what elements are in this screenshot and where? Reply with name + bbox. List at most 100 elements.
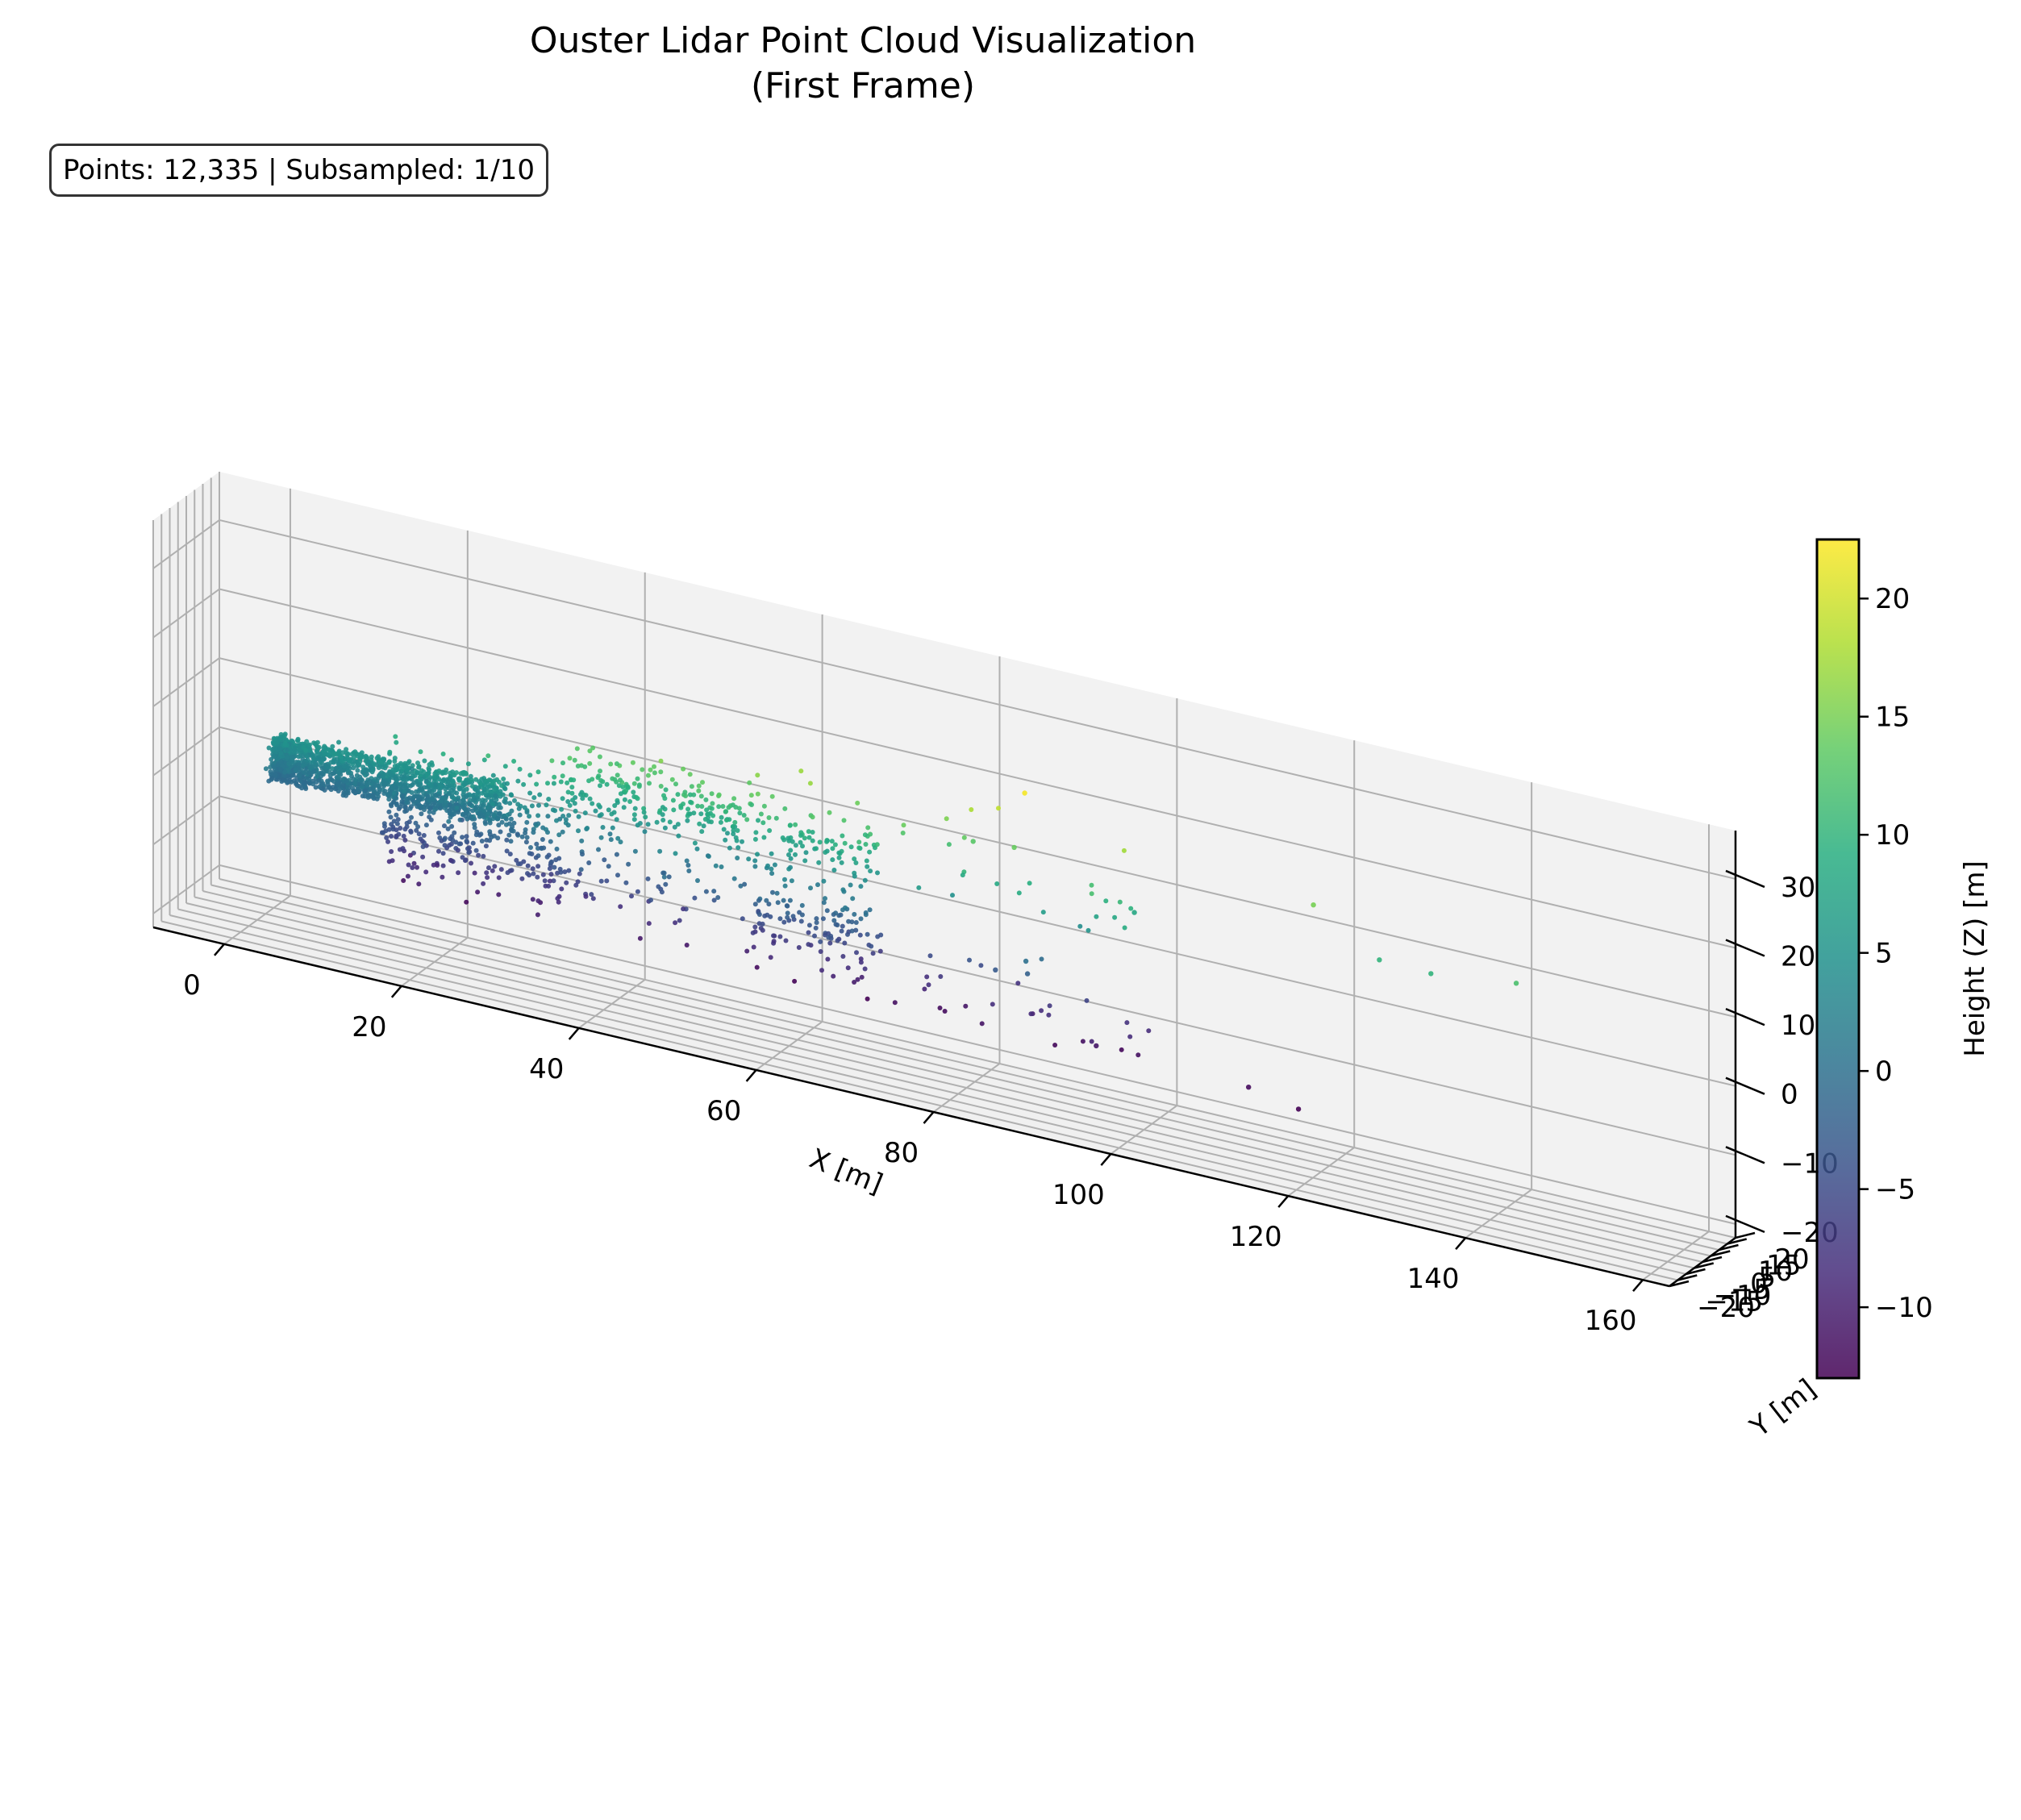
- lidar-point: [394, 812, 399, 818]
- y-tick-label: −10: [1714, 1280, 1772, 1312]
- lidar-point: [398, 781, 404, 786]
- back-pane: [219, 472, 1736, 1238]
- lidar-point: [285, 777, 290, 783]
- lidar-point: [865, 931, 870, 937]
- lidar-point: [344, 778, 349, 784]
- lidar-point: [394, 827, 399, 833]
- lidar-point: [473, 799, 478, 805]
- lidar-point: [389, 803, 394, 809]
- lidar-point: [753, 830, 759, 835]
- lidar-point: [720, 804, 726, 809]
- lidar-point: [498, 789, 503, 794]
- lidar-point: [395, 763, 401, 768]
- lidar-point: [683, 793, 689, 798]
- lidar-point: [806, 835, 812, 840]
- lidar-point: [431, 787, 437, 793]
- lidar-point: [1080, 1039, 1086, 1044]
- lidar-point: [678, 803, 684, 809]
- lidar-point: [746, 856, 752, 862]
- lidar-point: [314, 748, 319, 753]
- lidar-point: [706, 854, 711, 859]
- lidar-point: [796, 945, 802, 950]
- lidar-point: [1089, 882, 1094, 888]
- lidar-point: [806, 829, 811, 835]
- lidar-point: [376, 765, 381, 770]
- lidar-point: [852, 911, 857, 917]
- lidar-point: [289, 748, 294, 753]
- lidar-point: [456, 810, 461, 815]
- lidar-point: [756, 912, 762, 917]
- lidar-point: [781, 919, 787, 925]
- lidar-point: [719, 864, 724, 869]
- lidar-point: [771, 939, 777, 944]
- lidar-point: [460, 835, 465, 840]
- x-tick-label: 160: [1585, 1305, 1637, 1337]
- lidar-point: [660, 812, 665, 818]
- lidar-point: [463, 780, 469, 785]
- lidar-point: [573, 882, 579, 888]
- lidar-point: [830, 846, 835, 852]
- lidar-point: [493, 793, 498, 798]
- lidar-point: [376, 793, 381, 799]
- lidar-point: [567, 756, 573, 761]
- lidar-point: [537, 792, 543, 798]
- lidar-point: [365, 759, 371, 764]
- lidar-point: [658, 784, 664, 789]
- lidar-point: [1311, 902, 1316, 908]
- lidar-point: [549, 758, 555, 764]
- lidar-point: [752, 902, 758, 907]
- lidar-point: [942, 1009, 948, 1014]
- gridlines: [152, 472, 1736, 1287]
- lidar-point: [823, 850, 828, 855]
- colorbar-tick-label: −10: [1875, 1292, 1933, 1324]
- lidar-point: [548, 839, 553, 844]
- lidar-point: [527, 851, 532, 856]
- lidar-point: [468, 773, 473, 779]
- lidar-point: [735, 828, 740, 833]
- lidar-point: [436, 830, 441, 835]
- lidar-point: [1295, 1106, 1302, 1112]
- y-tick-mark: [1735, 1231, 1756, 1239]
- lidar-point: [875, 870, 880, 876]
- lidar-point: [806, 922, 812, 928]
- lidar-point: [517, 766, 523, 772]
- lidar-point: [534, 823, 540, 828]
- lidar-point: [443, 795, 448, 801]
- lidar-point: [806, 930, 811, 935]
- lidar-point: [657, 808, 663, 814]
- lidar-point: [481, 853, 486, 859]
- lidar-point: [772, 862, 777, 868]
- lidar-point: [352, 790, 358, 796]
- lidar-point: [427, 774, 433, 780]
- lidar-point: [389, 834, 394, 839]
- lidar-point: [671, 807, 677, 813]
- lidar-point: [1011, 844, 1017, 851]
- lidar-point: [468, 798, 473, 803]
- lidar-point: [416, 764, 422, 769]
- lidar-point: [710, 801, 715, 806]
- lidar-point: [625, 784, 631, 789]
- lidar-point: [587, 760, 593, 766]
- lidar-point: [566, 813, 572, 818]
- lidar-point: [738, 883, 744, 889]
- x-axis-label: X [m]: [805, 1143, 887, 1201]
- y-tick-mark: [1719, 1243, 1739, 1252]
- lidar-point: [544, 854, 550, 860]
- lidar-point: [565, 823, 571, 828]
- lidar-point: [425, 794, 431, 799]
- lidar-point: [1117, 899, 1123, 905]
- lidar-point: [388, 814, 394, 820]
- lidar-point: [858, 960, 864, 965]
- lidar-point: [411, 793, 417, 799]
- lidar-point: [598, 783, 602, 789]
- lidar-point: [473, 848, 479, 853]
- lidar-point: [1039, 1008, 1044, 1014]
- lidar-point: [394, 833, 399, 839]
- lidar-point: [687, 772, 693, 777]
- lidar-point: [849, 928, 855, 934]
- lidar-point: [394, 777, 399, 783]
- lidar-point: [509, 868, 515, 873]
- lidar-point: [496, 875, 502, 881]
- y-tick-label: −5: [1731, 1274, 1771, 1306]
- lidar-point: [576, 828, 581, 834]
